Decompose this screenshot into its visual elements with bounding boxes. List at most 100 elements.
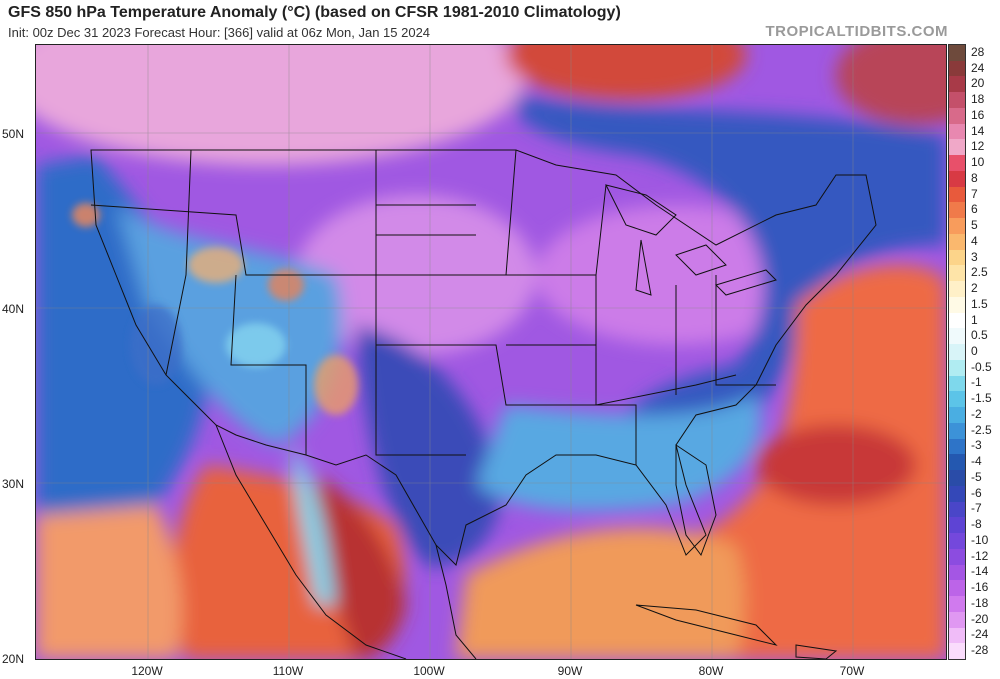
colorbar-swatch: [949, 328, 965, 345]
colorbar-label: -20: [971, 611, 989, 626]
colorbar-swatch: [949, 454, 965, 471]
state-borders: [90, 149, 877, 566]
colorbar-label: -1: [971, 375, 982, 390]
lon-label-80w: 80W: [698, 664, 724, 678]
anomaly-field-gulf-warm: [456, 528, 745, 659]
colorbar-label: -12: [971, 548, 989, 563]
colorbar-label: -16: [971, 580, 989, 595]
colorbar-swatch: [949, 391, 965, 408]
colorbar-swatch: [949, 233, 965, 251]
colorbar-swatch: [949, 186, 965, 203]
colorbar-swatch: [949, 548, 965, 566]
florida-cuba: [635, 444, 838, 659]
colorbar-label: 1: [971, 312, 978, 327]
colorbar-label: 20: [971, 76, 985, 91]
colorbar-label: 2.5: [971, 265, 988, 280]
colorbar-label: -6: [971, 485, 982, 500]
colorbar-label: -3: [971, 438, 982, 453]
colorbar-label: -10: [971, 532, 989, 547]
colorbar-label: 12: [971, 139, 985, 154]
lon-label-110w: 110W: [272, 664, 304, 678]
colorbar-swatch: [949, 407, 965, 424]
colorbar-swatch: [949, 281, 965, 298]
great-lakes: [605, 184, 777, 296]
colorbar-label: 7: [971, 186, 978, 201]
colorbar-label: -8: [971, 517, 982, 532]
colorbar-swatch: [949, 155, 965, 172]
colorbar-swatch: [949, 627, 965, 644]
colorbar-label: 10: [971, 155, 985, 170]
colorbar-swatch: [949, 249, 965, 266]
colorbar-swatch: [949, 438, 965, 455]
colorbar-label: 1.5: [971, 296, 988, 311]
map-title: GFS 850 hPa Temperature Anomaly (°C) (ba…: [8, 4, 621, 21]
lat-label-20n: 20N: [2, 652, 25, 666]
colorbar-label: 18: [971, 92, 985, 107]
colorbar-label: 5: [971, 218, 978, 233]
colorbar-label: 16: [971, 107, 985, 122]
colorbar-label: -2: [971, 406, 982, 421]
lon-label-120w: 120W: [131, 664, 163, 678]
colorbar-label: -24: [971, 627, 989, 642]
colorbar-swatch: [949, 139, 965, 156]
anomaly-field-cold-band: [514, 95, 946, 465]
colorbar-label: 0.5: [971, 328, 988, 343]
colorbar-label: 0: [971, 344, 978, 358]
colorbar-label: -2.5: [971, 422, 992, 437]
forecast-subtitle: Init: 00z Dec 31 2023 Forecast Hour: [36…: [8, 25, 431, 40]
colorbar-swatch: [949, 611, 965, 628]
colorbar-swatch: [949, 470, 965, 487]
colorbar-swatch: [949, 107, 965, 125]
colorbar-swatch: [949, 218, 965, 235]
colorbar-swatch: [949, 312, 965, 329]
colorbar-label: 2: [971, 281, 978, 296]
anomaly-map: [35, 44, 947, 660]
colorbar-swatch: [949, 76, 965, 93]
colorbar-swatch: [949, 45, 965, 62]
colorbar-swatch: [949, 296, 965, 314]
colorbar-label: 28: [971, 44, 985, 59]
colorbar-label: -5: [971, 469, 982, 484]
colorbar-swatch: [949, 596, 965, 613]
colorbar-swatch: [949, 564, 965, 581]
colorbar-swatch: [949, 485, 965, 503]
colorbar-swatch: [949, 375, 965, 392]
colorbar-swatch: [949, 580, 965, 597]
colorbar-label: 14: [971, 123, 985, 138]
colorbar-swatch: [949, 517, 965, 534]
lat-label-30n: 30N: [2, 477, 25, 491]
brand-watermark: TROPICALTIDBITS.COM: [765, 23, 948, 40]
lat-label-50n: 50N: [2, 127, 25, 141]
colorbar: [948, 44, 966, 660]
colorbar-label: 4: [971, 233, 978, 248]
colorbar-swatch: [949, 92, 965, 109]
colorbar-swatch: [949, 643, 965, 660]
colorbar-label: -18: [971, 595, 989, 610]
colorbar-swatch: [949, 359, 965, 377]
anomaly-field-pink-northwest: [36, 45, 526, 165]
colorbar-label: -14: [971, 564, 989, 579]
lon-label-90w: 90W: [557, 664, 583, 678]
colorbar-label: 8: [971, 170, 978, 185]
lon-label-70w: 70W: [839, 664, 865, 678]
colorbar-swatch: [949, 265, 965, 282]
graticule: [36, 45, 946, 659]
colorbar-label: -4: [971, 454, 982, 469]
colorbar-label: 6: [971, 202, 978, 217]
colorbar-label: -28: [971, 643, 989, 658]
colorbar-swatch: [949, 202, 965, 219]
colorbar-swatch: [949, 123, 965, 140]
anomaly-field-warm-north: [506, 45, 746, 100]
colorbar-label: -7: [971, 501, 982, 516]
lon-label-100w: 100W: [413, 664, 445, 678]
colorbar-swatch: [949, 60, 965, 77]
colorbar-label: -0.5: [971, 359, 992, 374]
lat-label-40n: 40N: [2, 302, 25, 316]
colorbar-swatch: [949, 170, 965, 188]
colorbar-swatch: [949, 501, 965, 518]
anomaly-field-midwest: [536, 205, 816, 345]
colorbar-label: -1.5: [971, 391, 992, 406]
colorbar-swatch: [949, 533, 965, 550]
map-canvas: [36, 45, 946, 659]
colorbar-swatch: [949, 344, 965, 361]
